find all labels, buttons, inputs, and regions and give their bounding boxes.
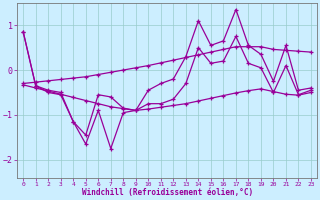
X-axis label: Windchill (Refroidissement éolien,°C): Windchill (Refroidissement éolien,°C)	[82, 188, 253, 197]
